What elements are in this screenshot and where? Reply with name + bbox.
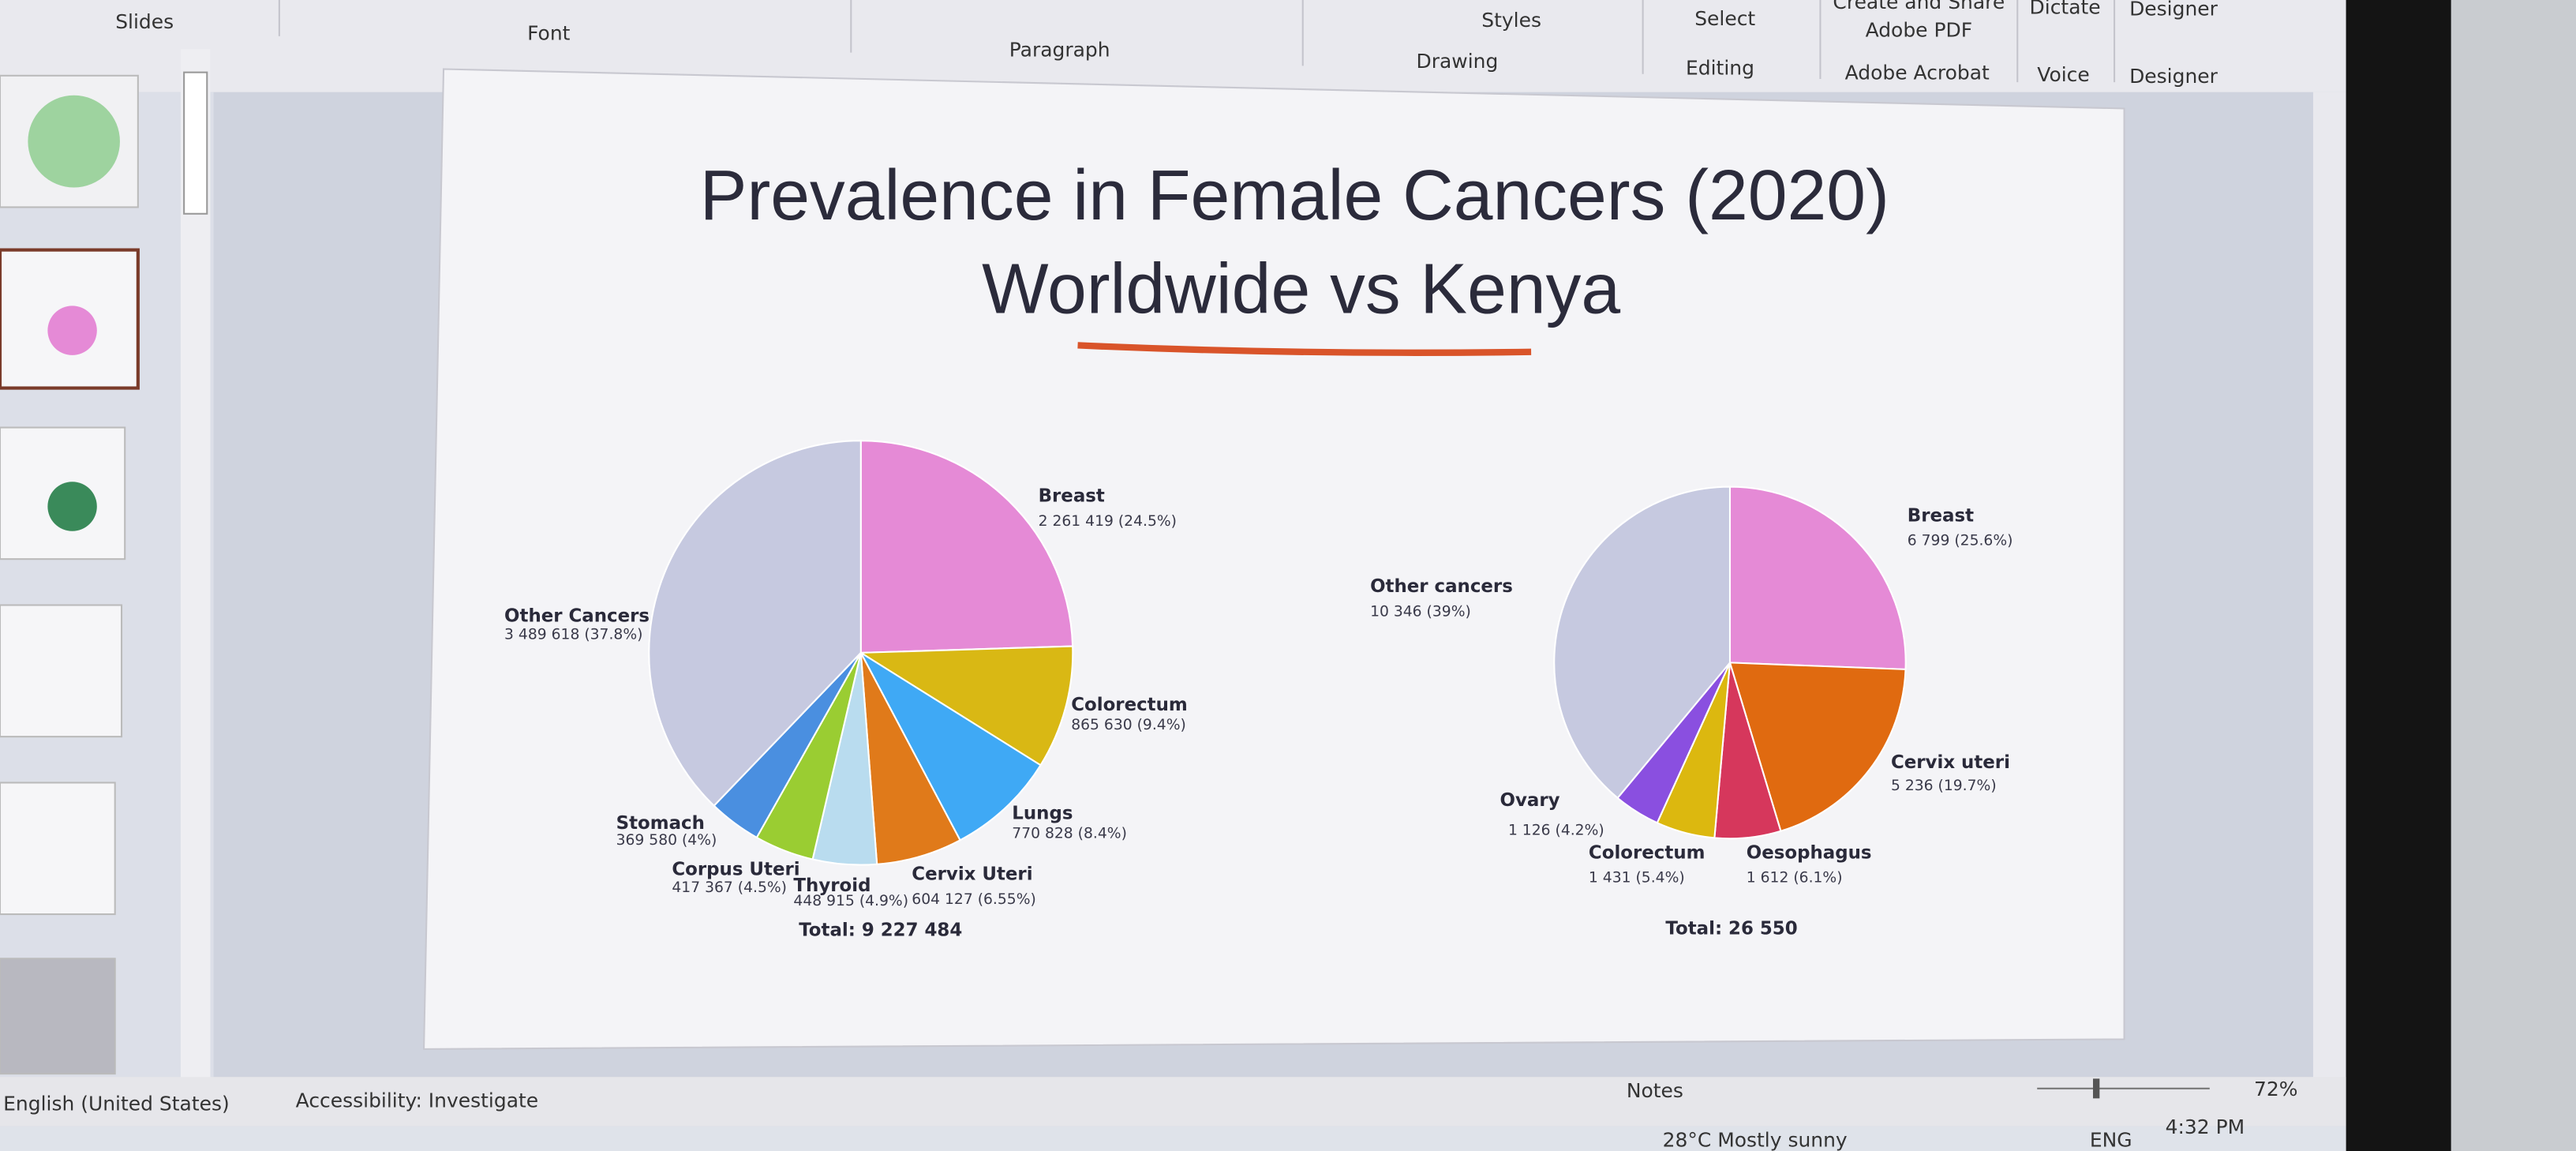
weather[interactable]: 28°C Mostly sunny xyxy=(1663,1128,1848,1151)
pie-slice xyxy=(1728,662,1907,833)
slice-label: Colorectum xyxy=(1071,695,1188,715)
bezel xyxy=(2346,0,2451,1151)
group-label: Adobe Acrobat xyxy=(1845,62,1990,84)
slice-value: 417 367 (4.5%) xyxy=(672,879,787,896)
group-label: Paragraph xyxy=(1009,39,1110,62)
slice-label: Breast xyxy=(1039,486,1105,507)
pie-slice xyxy=(1553,486,1731,800)
thumbnail-art xyxy=(47,482,97,531)
slice-label: Cervix uteri xyxy=(1891,752,2010,773)
slice-value: 2 261 419 (24.5%) xyxy=(1039,513,1177,530)
slice-value: 369 580 (4%) xyxy=(616,832,717,849)
slice-value: 5 236 (19.7%) xyxy=(1891,778,1997,794)
clock[interactable]: 4:32 PM xyxy=(2166,1115,2245,1138)
thumbnails xyxy=(0,74,140,1075)
zoom-level[interactable]: 72% xyxy=(2254,1078,2297,1100)
thumbnail-art xyxy=(47,306,97,355)
thumbnail[interactable] xyxy=(0,782,116,916)
group-label: Voice xyxy=(2037,63,2089,86)
zoom-thumb[interactable] xyxy=(2093,1078,2100,1099)
slice-label: Cervix Uteri xyxy=(912,864,1032,885)
pie-total: Total: 9 227 484 xyxy=(799,920,962,940)
status-accessibility[interactable]: Accessibility: Investigate xyxy=(296,1089,538,1112)
status-language[interactable]: English (United States) xyxy=(3,1093,230,1115)
thumbnail-art xyxy=(28,95,120,188)
backdrop xyxy=(2451,0,2576,1151)
dictate-button[interactable]: Dictate xyxy=(2030,0,2101,18)
slice-value: 3 489 618 (37.8%) xyxy=(504,626,642,643)
slice-value: 448 915 (4.9%) xyxy=(793,893,908,909)
charts: Breast 2 261 419 (24.5%) Colorectum 865 630… xyxy=(504,440,2013,940)
slice-label: Corpus Uteri xyxy=(672,859,799,879)
adobe-pdf-button[interactable]: Adobe PDF xyxy=(1866,19,1973,42)
select-button[interactable]: Select xyxy=(1694,7,1755,30)
group-label: Font xyxy=(527,22,571,45)
pie-slice xyxy=(648,440,862,808)
ribbon-separators xyxy=(278,0,2116,83)
slice-value: 10 346 (39%) xyxy=(1370,603,1471,620)
slice-label: Other Cancers xyxy=(504,606,650,627)
pie-slice xyxy=(859,652,961,865)
pie-slice xyxy=(859,440,1074,654)
group-label: Slides xyxy=(115,10,174,33)
group-label: Designer xyxy=(2129,65,2218,88)
styles-button[interactable]: Styles xyxy=(1481,9,1541,32)
slide-title: Worldwide vs Kenya xyxy=(982,249,1620,328)
status-bar xyxy=(0,1077,2346,1127)
create-share-button[interactable]: Create and Share xyxy=(1833,0,2005,13)
ribbon xyxy=(0,0,2349,92)
slice-label: Stomach xyxy=(616,813,705,834)
slice-label: Lungs xyxy=(1012,804,1073,824)
slice-value: 1 612 (6.1%) xyxy=(1747,870,1843,887)
notes-button[interactable]: Notes xyxy=(1627,1079,1683,1102)
input-language[interactable]: ENG xyxy=(2090,1128,2132,1151)
pie-slice xyxy=(859,650,1042,842)
slice-value: 6 799 (25.6%) xyxy=(1908,533,2013,549)
slice-label: Thyroid xyxy=(793,875,871,896)
taskbar xyxy=(0,1126,2346,1151)
group-label: Editing xyxy=(1686,56,1754,79)
slice-value: 865 630 (9.4%) xyxy=(1071,717,1186,733)
slice-label: Colorectum xyxy=(1589,842,1705,863)
thumbnail[interactable] xyxy=(0,958,116,1075)
pie-slice xyxy=(858,645,1074,767)
right-scrollbar[interactable] xyxy=(2312,92,2346,1079)
slice-label: Other cancers xyxy=(1370,576,1513,597)
pie-slice xyxy=(1728,486,1907,670)
title-underline xyxy=(1077,342,1532,356)
slice-value: 1 126 (4.2%) xyxy=(1508,822,1604,838)
slice-value: 770 828 (8.4%) xyxy=(1012,826,1127,842)
scrollbar[interactable] xyxy=(180,49,211,1079)
slide-title: Prevalence in Female Cancers (2020) xyxy=(700,156,1889,234)
slice-value: 604 127 (6.55%) xyxy=(912,891,1036,908)
thumbnail[interactable] xyxy=(0,604,123,738)
slice-label: Ovary xyxy=(1500,790,1560,811)
slice-label: Breast xyxy=(1908,506,1974,527)
group-label: Drawing xyxy=(1417,50,1499,73)
slice-label: Oesophagus xyxy=(1747,842,1872,863)
designer-button[interactable]: Designer xyxy=(2129,0,2218,21)
scroll-thumb[interactable] xyxy=(183,71,208,215)
pie-total: Total: 26 550 xyxy=(1665,918,1797,939)
slice-value: 1 431 (5.4%) xyxy=(1589,870,1685,887)
